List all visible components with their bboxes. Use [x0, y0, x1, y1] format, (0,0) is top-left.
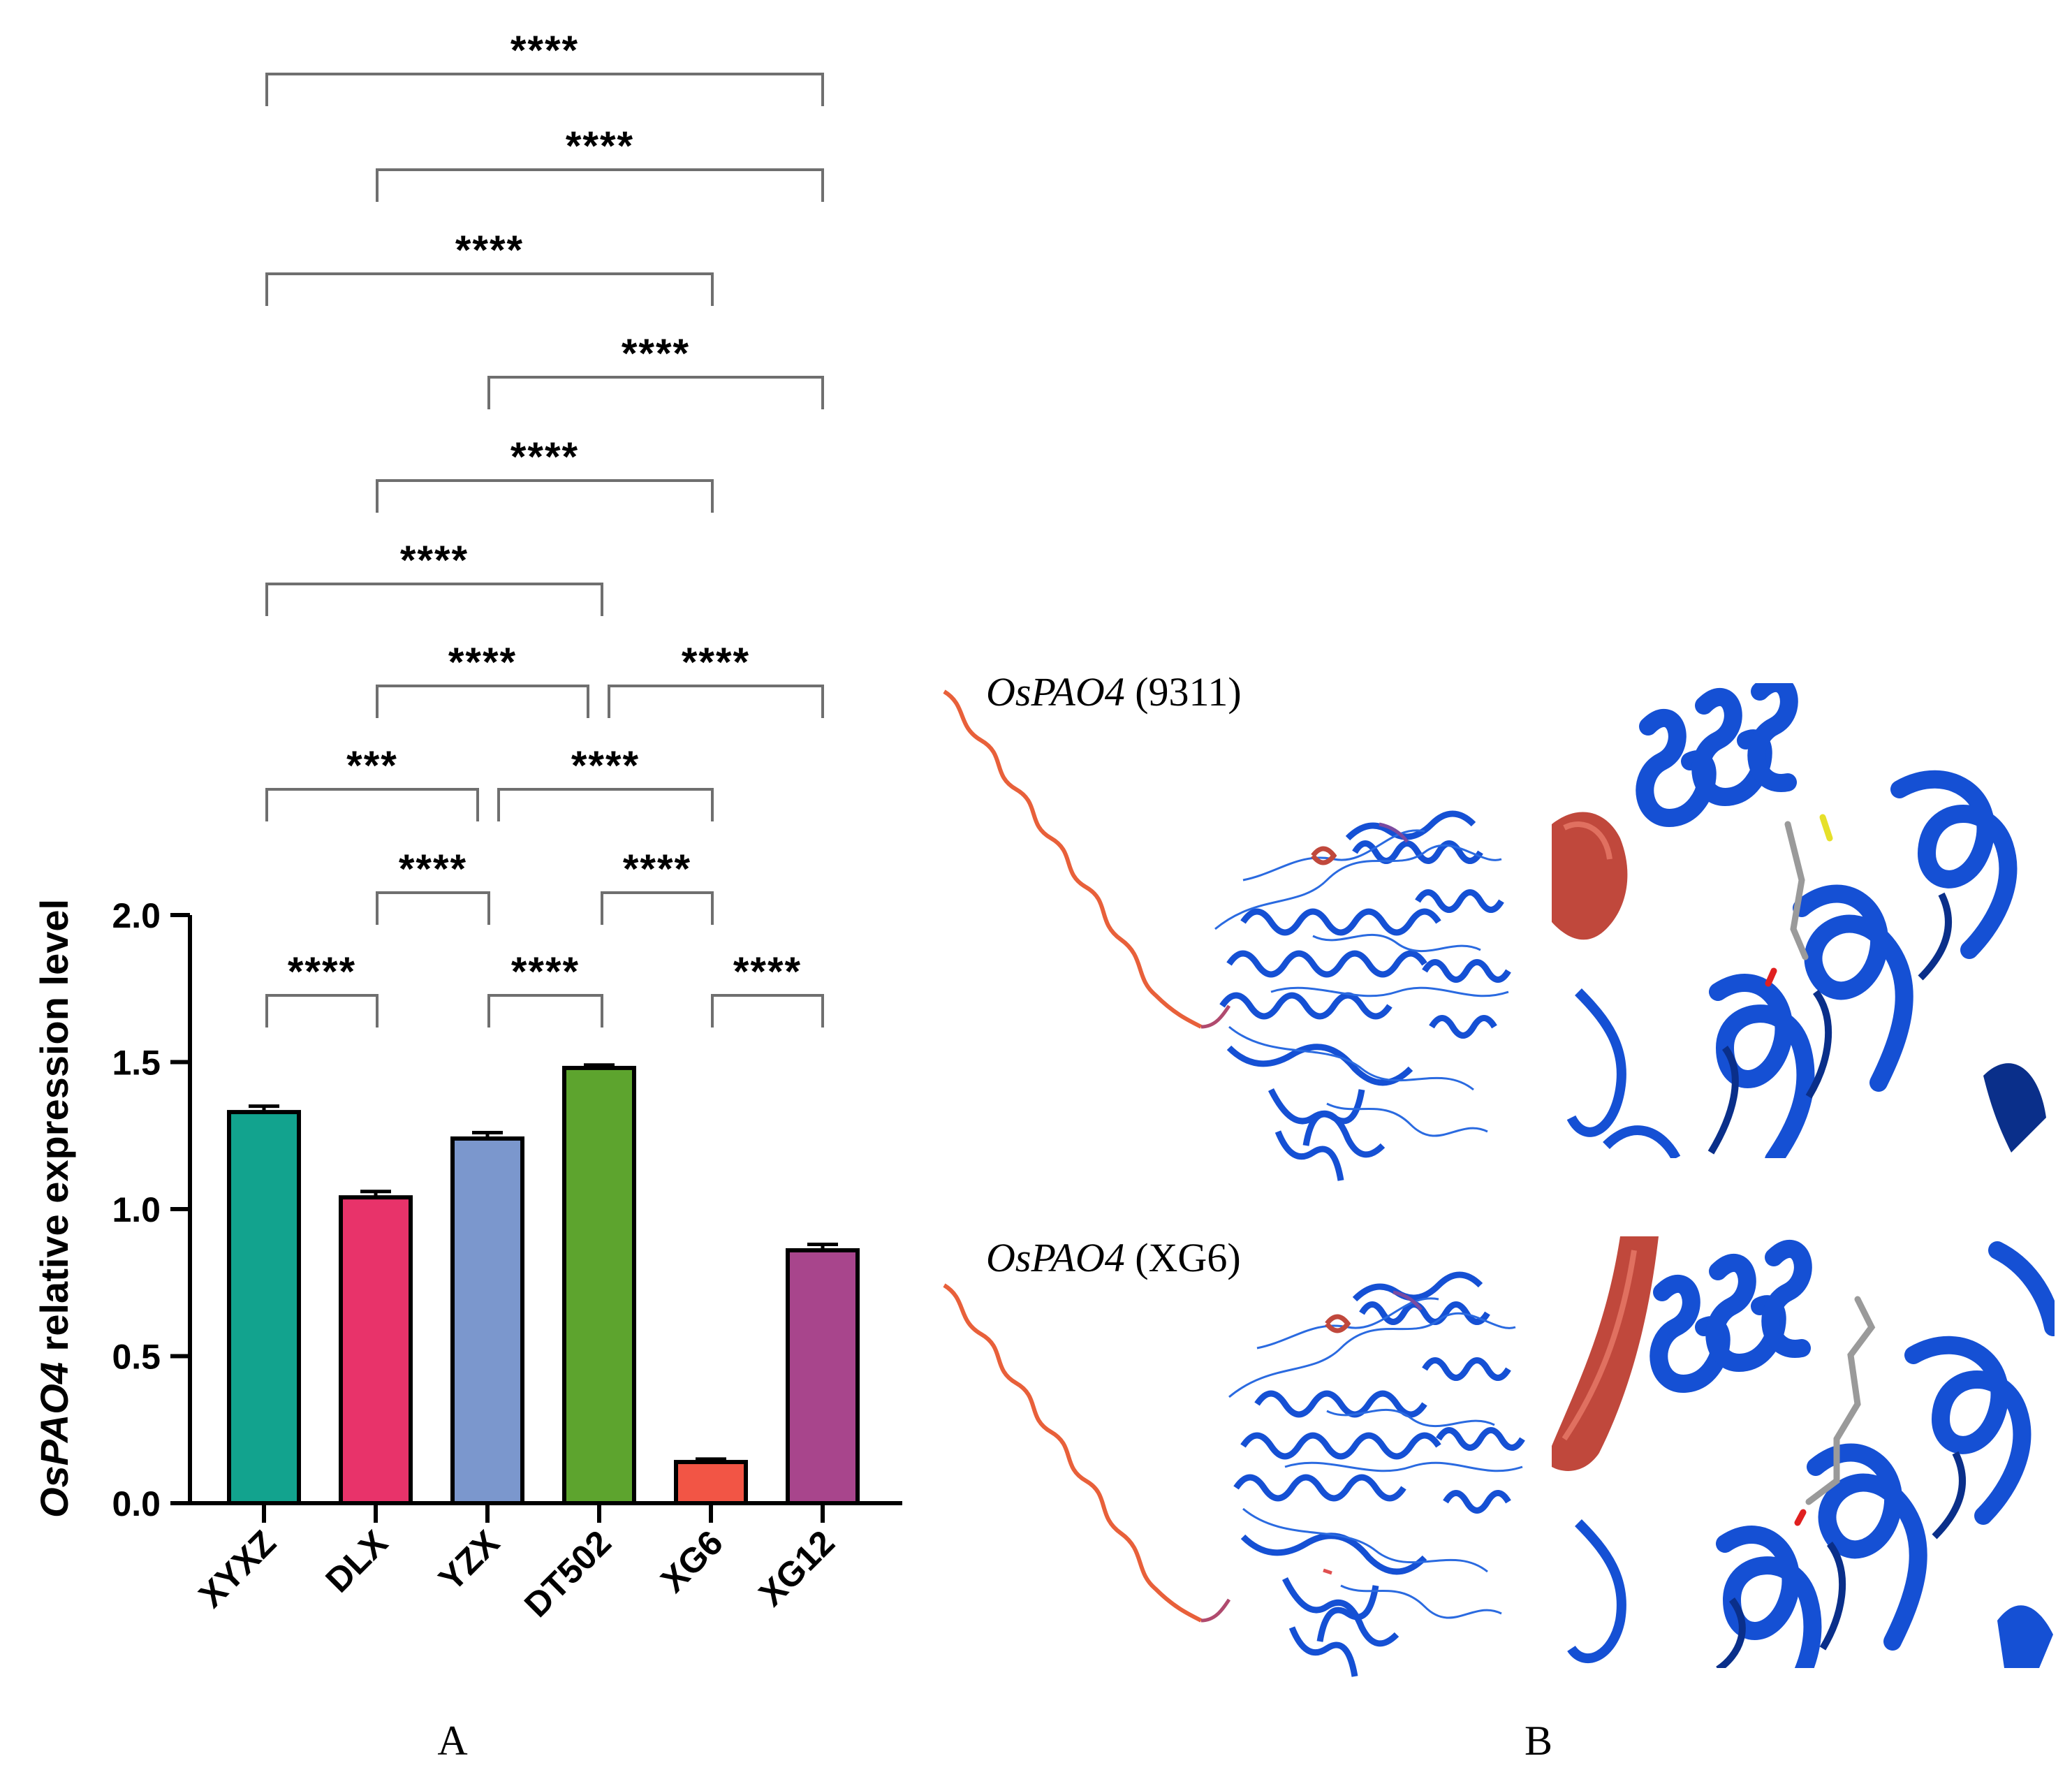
y-axis-label-gene: OsPAO4 [32, 1362, 76, 1518]
significance-label: **** [399, 847, 467, 892]
significance-label: **** [682, 640, 750, 685]
y-tick-label: 2.0 [112, 896, 161, 935]
significance-label: **** [288, 949, 356, 995]
protein-structure-xg6-overview [943, 1271, 1525, 1677]
significance-label: **** [511, 949, 580, 995]
significance-bracket [601, 891, 714, 925]
significance-label: **** [623, 847, 691, 892]
x-tick-label: XYXZ [191, 1523, 284, 1615]
y-axis-label-text: relative expression level [32, 899, 76, 1362]
panel-b-letter: B [1524, 1718, 1552, 1764]
significance-label: *** [346, 743, 398, 789]
axis-labels: OsPAO4 relative expression level [32, 899, 76, 1518]
x-tick-label: YZX [431, 1523, 506, 1598]
y-tick-label: 1.5 [112, 1044, 161, 1083]
panel-a-letter: A [437, 1718, 467, 1764]
significance-brackets: **************************** ******* *****… [265, 28, 824, 1028]
y-tick-label: 0.0 [112, 1484, 161, 1523]
significance-bracket [487, 994, 603, 1028]
y-tick-label: 0.5 [112, 1338, 161, 1377]
bar-xg12 [786, 1248, 860, 1505]
gene-name: OsPAO4 [986, 669, 1125, 715]
x-tick-label: XG6 [653, 1523, 730, 1600]
significance-bracket [376, 891, 490, 925]
significance-bracket [265, 788, 479, 821]
strain-name: (9311) [1125, 669, 1242, 715]
y-axis-label: OsPAO4 relative expression level [32, 899, 76, 1518]
significance-bracket [487, 376, 824, 409]
bar-dlx [339, 1195, 413, 1506]
significance-bracket [265, 583, 603, 616]
structure-label-9311: OsPAO4 (9311) [986, 669, 1242, 715]
gene-name: OsPAO4 [986, 1235, 1125, 1280]
significance-bracket [497, 788, 714, 821]
y-tick-label: 1.0 [112, 1190, 161, 1229]
structure-label-xg6: OsPAO4 (XG6) [986, 1235, 1241, 1280]
bar-dt502 [562, 1065, 636, 1506]
panel-a-chart: **************************** ******* *****… [32, 28, 902, 1625]
bar-yzx [450, 1136, 524, 1505]
significance-label: **** [571, 743, 640, 789]
significance-bracket [376, 685, 589, 718]
strain-name: (XG6) [1125, 1235, 1241, 1280]
bars [227, 1063, 860, 1506]
bar-xyxz [227, 1110, 301, 1505]
x-tick-label: XG12 [751, 1523, 842, 1614]
significance-bracket [376, 168, 824, 202]
protein-zoom-xg6 [1552, 1236, 2055, 1668]
significance-label: **** [622, 331, 690, 376]
significance-label: **** [510, 28, 579, 73]
x-tick-label: DLX [318, 1523, 395, 1600]
significance-label: **** [455, 228, 524, 273]
significance-bracket [265, 272, 714, 306]
significance-label: **** [733, 949, 802, 995]
significance-bracket [376, 479, 714, 513]
significance-bracket [265, 994, 379, 1028]
x-tick-label: DT502 [517, 1523, 619, 1625]
significance-bracket [608, 685, 824, 718]
protein-structure-9311-overview [943, 689, 1511, 1181]
significance-label: **** [566, 124, 634, 169]
significance-bracket [711, 994, 824, 1028]
panel-b-structures: OsPAO4 (9311) [943, 669, 2055, 1677]
significance-bracket [265, 73, 824, 106]
significance-label: **** [510, 434, 579, 480]
protein-zoom-9311 [1552, 683, 2049, 1158]
significance-label: **** [400, 538, 469, 583]
significance-label: **** [448, 640, 517, 685]
bar-xg6 [674, 1460, 748, 1506]
